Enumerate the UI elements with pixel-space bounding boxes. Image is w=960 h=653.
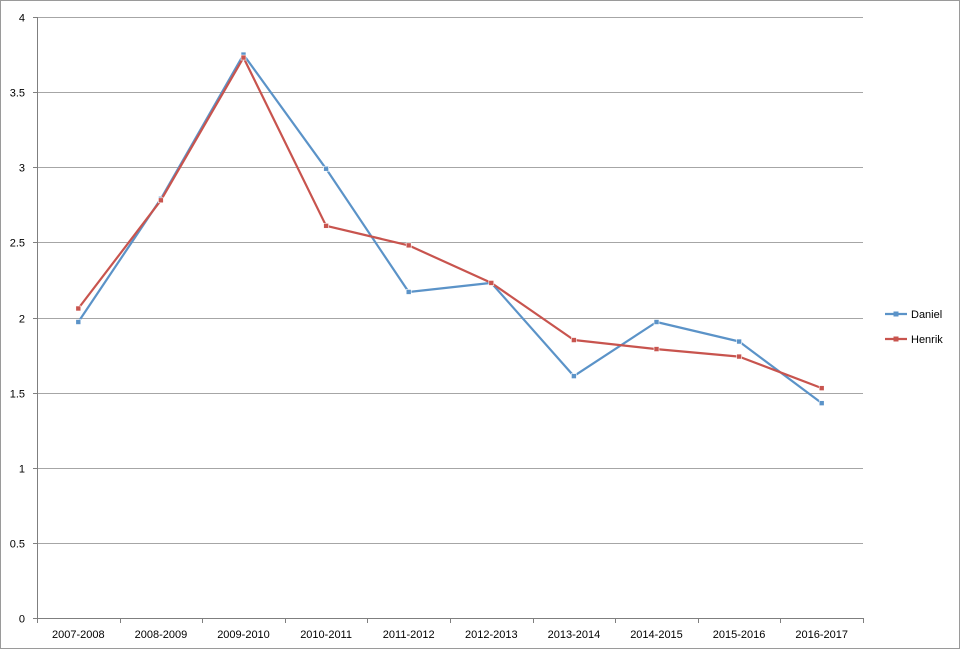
data-point <box>323 223 329 229</box>
data-point <box>158 197 164 204</box>
y-tick-label: 2.5 <box>10 238 25 250</box>
legend-swatch-marker <box>893 311 899 317</box>
y-tick-label: 2 <box>19 314 25 326</box>
legend-item-daniel: Daniel <box>885 309 942 321</box>
series <box>75 51 825 406</box>
data-point <box>75 319 82 325</box>
series-line <box>77 53 823 404</box>
x-tick-label: 2008-2009 <box>135 629 188 641</box>
y-tick-label: 3 <box>19 163 25 175</box>
y-tick-label: 1.5 <box>10 389 25 401</box>
data-point <box>323 165 329 172</box>
x-tick-label: 2015-2016 <box>713 629 766 641</box>
data-point <box>736 353 742 360</box>
data-point <box>488 280 495 286</box>
data-point <box>240 54 247 61</box>
data-point <box>653 346 660 352</box>
data-point <box>818 400 825 406</box>
y-tick-label: 0.5 <box>10 539 25 551</box>
data-point <box>736 338 742 345</box>
y-tick-label: 1 <box>19 464 25 476</box>
series-line <box>77 56 823 390</box>
legend-label: Daniel <box>911 309 942 321</box>
series-henrik <box>75 54 825 391</box>
legend-label: Henrik <box>911 334 943 346</box>
y-tick-label: 3.5 <box>10 88 25 100</box>
x-tick-label: 2007-2008 <box>52 629 105 641</box>
x-tick-labels: 2007-2008 2008-2009 2009-2010 2010-2011 2011… <box>52 629 848 641</box>
series-daniel <box>75 51 825 406</box>
data-point <box>405 242 412 249</box>
axes <box>33 17 864 623</box>
x-tick-label: 2010-2011 <box>300 629 352 641</box>
data-point <box>405 289 412 295</box>
legend: Daniel Henrik <box>885 309 943 346</box>
data-point <box>653 319 660 325</box>
x-tick-label: 2011-2012 <box>383 629 435 641</box>
data-point <box>571 337 577 343</box>
data-point <box>571 373 577 379</box>
y-tick-labels: 0 0.5 1 1.5 2 2.5 3 3.5 4 <box>10 13 25 626</box>
x-tick-label: 2014-2015 <box>630 629 683 641</box>
y-tick-label: 0 <box>19 614 25 626</box>
x-tick-label: 2012-2013 <box>465 629 518 641</box>
y-tick-label: 4 <box>19 13 25 25</box>
data-point <box>818 385 825 391</box>
x-tick-label: 2013-2014 <box>548 629 601 641</box>
x-tick-label: 2009-2010 <box>217 629 270 641</box>
legend-swatch-marker <box>893 336 899 342</box>
legend-item-henrik: Henrik <box>885 334 943 346</box>
gridlines <box>37 17 863 544</box>
x-tick-label: 2016-2017 <box>795 629 848 641</box>
data-point <box>75 305 82 312</box>
